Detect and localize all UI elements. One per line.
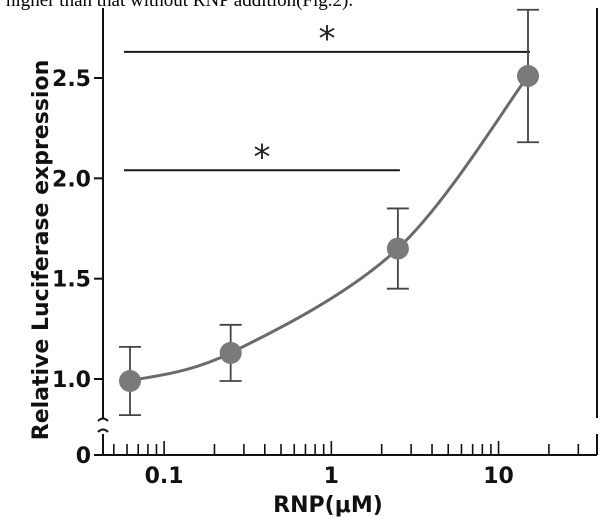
x-tick-label: 0.1 bbox=[145, 464, 184, 489]
axis-break-mark bbox=[97, 428, 109, 433]
error-bars bbox=[119, 8, 539, 417]
fit-curve bbox=[129, 75, 530, 383]
y-tick-label: 2.5 bbox=[52, 67, 91, 92]
significance-star: * bbox=[253, 137, 270, 177]
data-point bbox=[386, 237, 409, 260]
significance-star: * bbox=[319, 19, 336, 59]
x-axis-label: RNP(μM) bbox=[273, 493, 383, 518]
y-tick-label: 0 bbox=[76, 444, 91, 469]
axis-break-mark bbox=[97, 417, 109, 422]
x-tick-label: 1 bbox=[324, 464, 339, 489]
axes bbox=[97, 8, 598, 456]
data-point bbox=[219, 341, 242, 364]
x-tick-label: 10 bbox=[483, 464, 514, 489]
fit-curve-path bbox=[129, 75, 530, 383]
y-tick-label: 1.5 bbox=[52, 268, 91, 293]
y-tick-label: 2.0 bbox=[52, 167, 91, 192]
caption-text: higher than that without RNP addition(Fi… bbox=[6, 0, 354, 11]
ticks: 0 1.0 1.5 2.0 2.5 0.1 1 10 bbox=[52, 67, 580, 489]
data-point bbox=[119, 370, 141, 393]
y-tick-label: 1.0 bbox=[52, 368, 91, 393]
significance-bars: ** bbox=[124, 19, 530, 177]
data-point bbox=[517, 64, 539, 87]
data-points bbox=[119, 64, 539, 393]
y-axis-label: Relative Luciferase expression bbox=[29, 60, 54, 441]
